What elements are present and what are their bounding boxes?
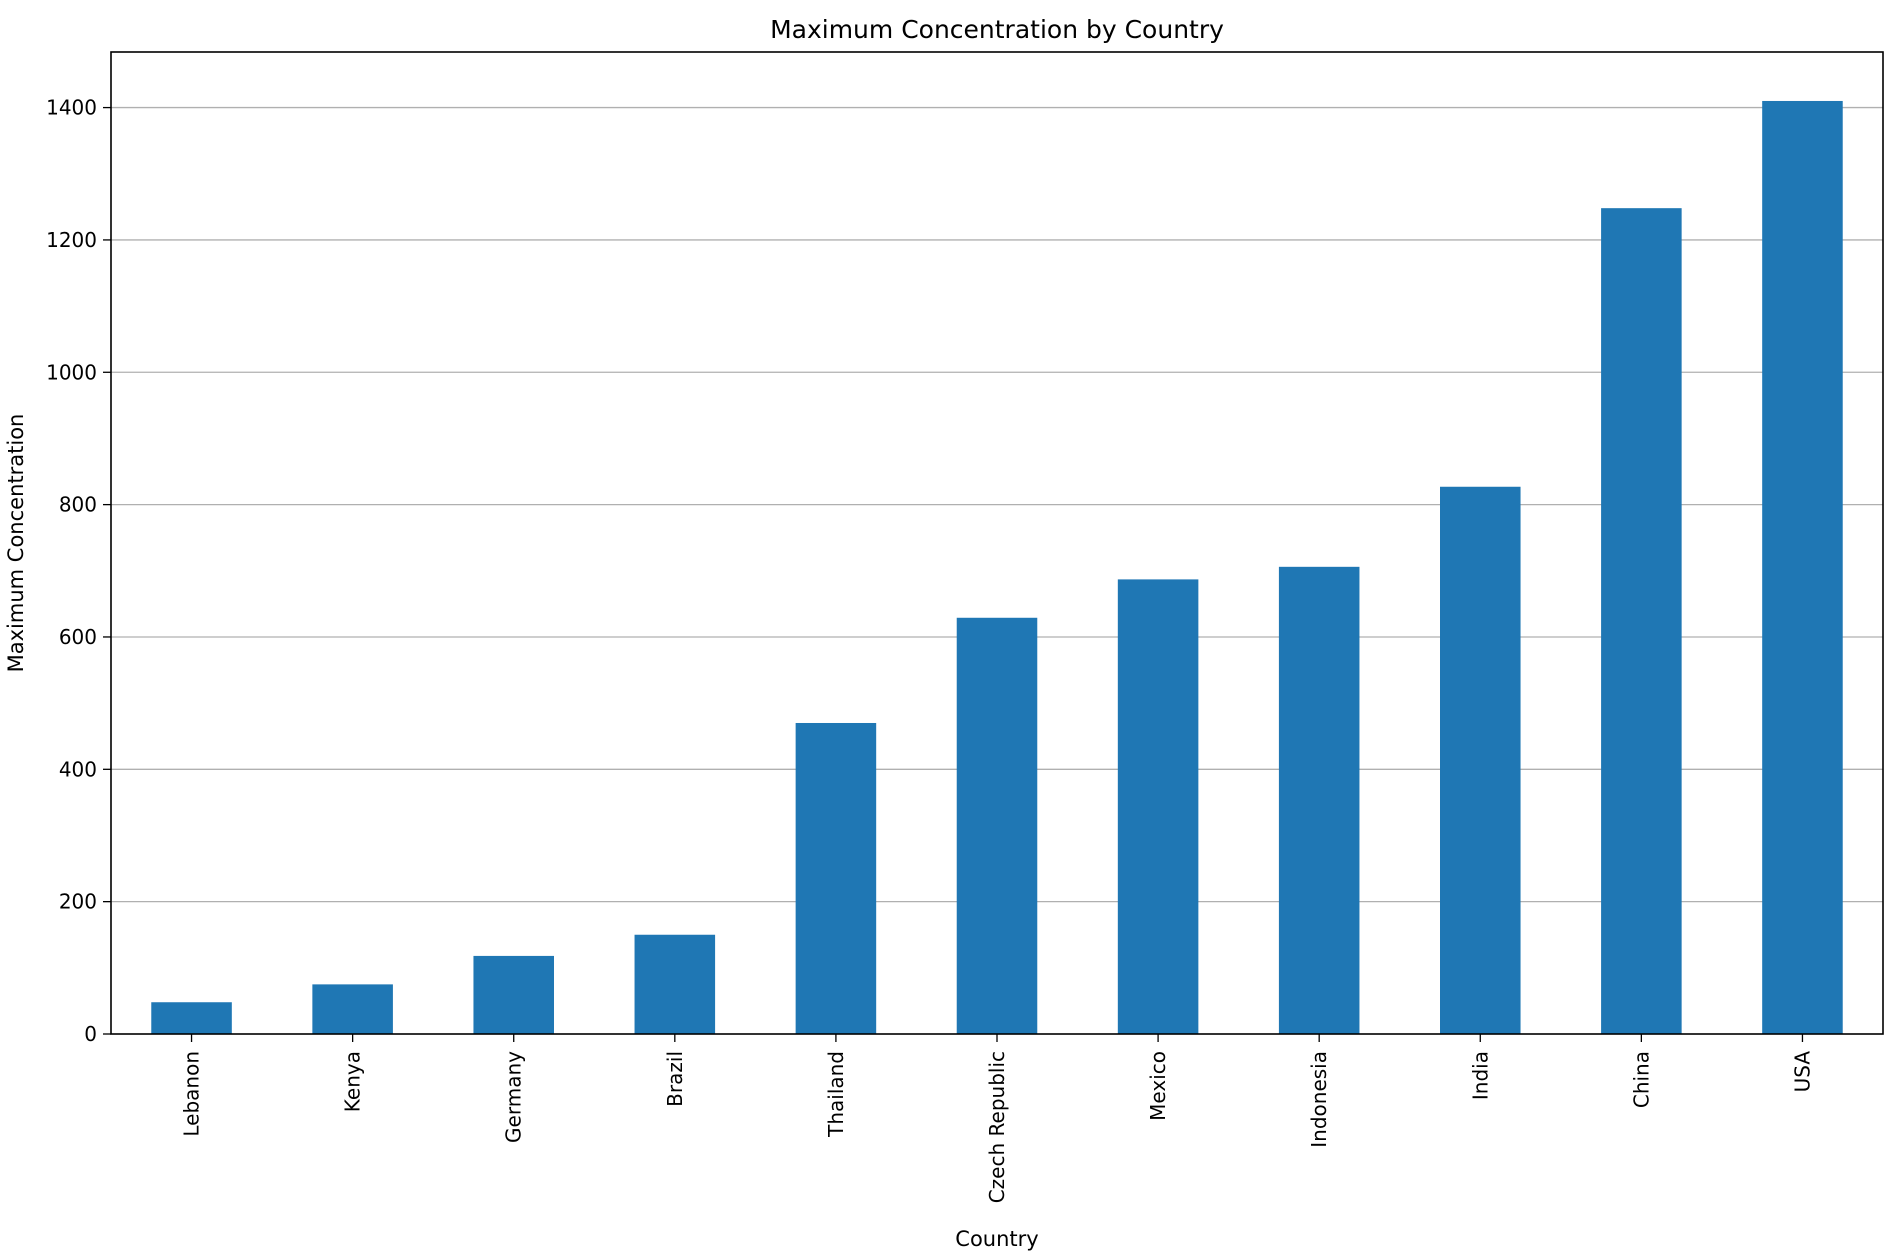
bar-thailand xyxy=(795,722,877,1034)
bars xyxy=(151,100,1843,1034)
y-axis-title: Maximum Concentration xyxy=(4,414,28,673)
bar-indonesia xyxy=(1278,566,1360,1034)
y-tick-label-600: 600 xyxy=(59,625,97,649)
y-tick-label-400: 400 xyxy=(59,757,97,781)
y-tick-label-0: 0 xyxy=(84,1022,97,1046)
chart-title: Maximum Concentration by Country xyxy=(770,15,1224,44)
bar-brazil xyxy=(634,934,716,1034)
x-tick-label-china: China xyxy=(1629,1051,1653,1108)
x-tick-label-usa: USA xyxy=(1790,1051,1814,1093)
x-tick-label-indonesia: Indonesia xyxy=(1307,1051,1331,1148)
x-tick-label-india: India xyxy=(1468,1051,1492,1100)
x-tick-label-germany: Germany xyxy=(502,1051,526,1143)
y-tick-label-1400: 1400 xyxy=(46,96,97,120)
y-tick-label-1000: 1000 xyxy=(46,360,97,384)
bar-india xyxy=(1440,486,1521,1034)
y-tick-label-800: 800 xyxy=(59,493,97,517)
y-tick-label-1200: 1200 xyxy=(46,228,97,252)
bar-usa xyxy=(1762,100,1843,1034)
bar-china xyxy=(1601,208,1682,1034)
y-axis-ticks: 0 200 400 600 800 1000 1200 1400 xyxy=(46,96,111,1046)
bar-kenya xyxy=(312,984,393,1034)
y-tick-label-200: 200 xyxy=(59,890,97,914)
x-axis-ticks: Lebanon Kenya Germany Brazil Thailand Czech R… xyxy=(180,1034,1814,1203)
bar-germany xyxy=(473,955,554,1034)
x-tick-label-czech-republic: Czech Republic xyxy=(985,1051,1009,1203)
bar-czech-republic xyxy=(956,617,1038,1034)
x-tick-label-lebanon: Lebanon xyxy=(180,1051,204,1137)
bar-lebanon xyxy=(151,1002,232,1034)
x-tick-label-brazil: Brazil xyxy=(663,1051,687,1107)
x-tick-label-kenya: Kenya xyxy=(341,1051,365,1112)
x-axis-title: Country xyxy=(955,1227,1038,1251)
x-tick-label-mexico: Mexico xyxy=(1146,1051,1170,1121)
x-tick-label-thailand: Thailand xyxy=(824,1051,848,1138)
bar-mexico xyxy=(1117,579,1199,1034)
